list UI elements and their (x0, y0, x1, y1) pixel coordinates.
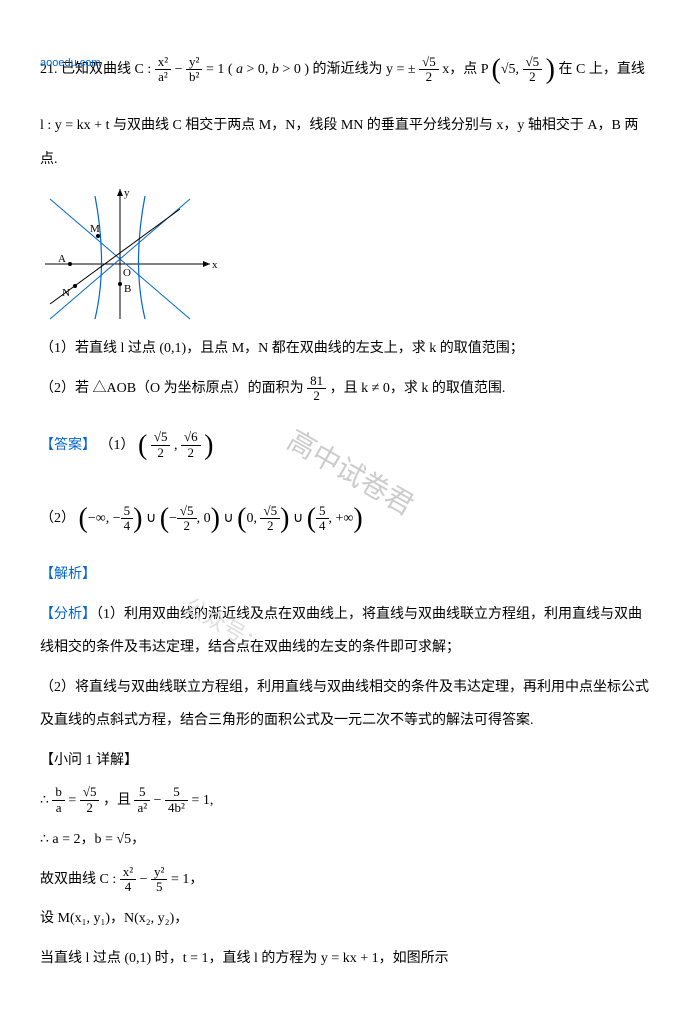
line-l-def: l : y = kx + t 与双曲线 C 相交于两点 M，N，线段 MN 的垂… (40, 109, 653, 176)
svg-text:y: y (124, 187, 130, 199)
svg-text:N: N (62, 287, 70, 299)
frac-den: 4b² (165, 801, 188, 815)
step-5: 当直线 l 过点 (0,1) 时，t = 1，直线 l 的方程为 y = kx … (40, 942, 653, 976)
frac-num: √5 (523, 55, 543, 70)
frac-num: √5 (260, 504, 280, 519)
answer-2: （2） (−∞, −54) ∪ (−√52, 0) ∪ (0, √52) ∪ (… (40, 485, 653, 552)
hyperbola-diagram: x y O A B M N (40, 184, 220, 324)
answer-label: 【答案】 (40, 437, 96, 452)
sub1-label: 【小问 1 详解】 (40, 744, 653, 778)
frac-den: 2 (181, 446, 201, 460)
pt-x: √5 (501, 62, 516, 77)
frac-num: x² (155, 55, 171, 70)
svg-text:O: O (123, 267, 131, 279)
step-3: 故双曲线 C : x²4 − y²5 = 1， (40, 863, 653, 897)
frac-den: 2 (151, 446, 171, 460)
frac-num: 5 (134, 785, 150, 800)
frac-num: √6 (181, 430, 201, 445)
frac-den: 4 (121, 519, 134, 533)
text: ，且 (103, 793, 131, 808)
fenxi-1: 【分析】（1）利用双曲线的渐近线及点在双曲线上，将直线与双曲线联立方程组，利用直… (40, 598, 653, 665)
text: 故双曲线 C : (40, 872, 116, 887)
frac-den: 2 (177, 519, 197, 533)
frac-num: x² (120, 865, 136, 880)
frac-den: 2 (523, 70, 543, 84)
frac-num: 5 (165, 785, 188, 800)
text: （2）若 △AOB（O 为坐标原点）的面积为 (40, 381, 304, 396)
watermark-url: aooedu.com (40, 50, 101, 76)
frac-num: √5 (419, 55, 439, 70)
fenxi-label: 【分析】 (40, 607, 96, 622)
frac-num: √5 (177, 504, 197, 519)
frac-num: 81 (307, 374, 326, 389)
step-2: ∴ a = 2，b = √5， (40, 823, 653, 857)
svg-text:A: A (58, 253, 66, 265)
fenxi-2: （2）将直线与双曲线联立方程组，利用直线与双曲线相交的条件及韦达定理，再利用中点… (40, 671, 653, 738)
frac-den: 2 (80, 801, 100, 815)
frac-den: 4 (316, 519, 329, 533)
frac-den: a² (134, 801, 150, 815)
frac-den: a (52, 801, 65, 815)
frac-den: 4 (120, 880, 136, 894)
svg-text:M: M (90, 223, 100, 235)
frac-num: y² (151, 865, 167, 880)
frac-num: √5 (151, 430, 171, 445)
frac-den: 2 (307, 389, 326, 403)
jiexi-label: 【解析】 (40, 558, 653, 592)
ans2-prefix: （2） (40, 511, 75, 526)
frac-num: 5 (316, 504, 329, 519)
answer-1: 【答案】 （1） ( √52 , √62 ) (40, 412, 653, 479)
question-1: （1）若直线 l 过点 (0,1)，且点 M，N 都在双曲线的左支上，求 k 的… (40, 332, 653, 366)
problem-line-1: 21. 已知双曲线 C : x²a² − y²b² = 1 ( a > 0, b… (40, 36, 653, 103)
text: 的渐近线为 y = ± (312, 62, 415, 77)
text: 在 C 上，直线 (558, 62, 644, 77)
text: = 1, (191, 793, 213, 808)
svg-text:B: B (124, 283, 131, 295)
frac-num: y² (186, 55, 202, 70)
frac-den: 2 (419, 70, 439, 84)
frac-num: 5 (121, 504, 134, 519)
text: = 1， (171, 872, 203, 887)
frac-den: 5 (151, 880, 167, 894)
ans1-prefix: （1） (100, 437, 135, 452)
question-2: （2）若 △AOB（O 为坐标原点）的面积为 812 ，且 k ≠ 0，求 k … (40, 372, 653, 406)
frac-num: b (52, 785, 65, 800)
step-1: ∴ ba = √52 ，且 5a² − 54b² = 1, (40, 784, 653, 818)
text: ∴ (40, 793, 49, 808)
step-4: 设 M(x₁, y₁)，N(x₂, y₂)， (40, 902, 653, 936)
frac-den: 2 (260, 519, 280, 533)
frac-den: b² (186, 70, 202, 84)
text: ，且 k ≠ 0，求 k 的取值范围. (330, 381, 506, 396)
frac-den: a² (155, 70, 171, 84)
text: x，点 P (442, 62, 488, 77)
frac-num: √5 (80, 785, 100, 800)
text: （1）利用双曲线的渐近线及点在双曲线上，将直线与双曲线联立方程组，利用直线与双曲… (40, 607, 642, 656)
svg-text:x: x (212, 259, 218, 271)
